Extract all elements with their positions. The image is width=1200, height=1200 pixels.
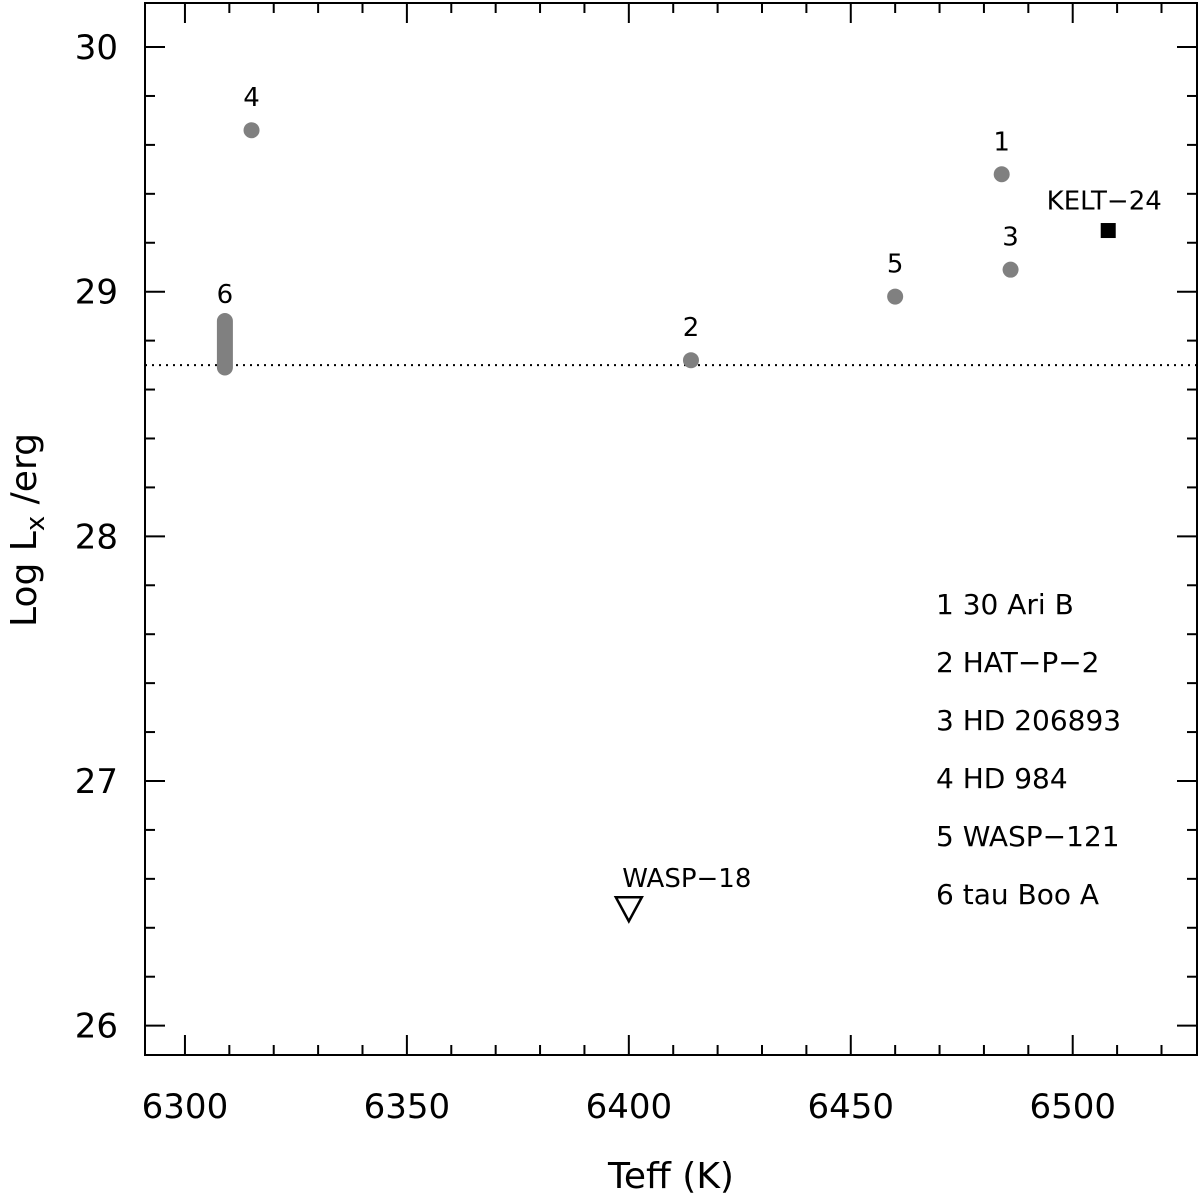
- data-point-wasp-18: [613, 895, 644, 924]
- point-label-4: 4: [243, 83, 260, 113]
- y-tick-label: 29: [75, 273, 118, 313]
- point-label-wasp-18: WASP−18: [622, 864, 751, 894]
- point-label-5: 5: [887, 250, 904, 280]
- point-label-2: 2: [683, 313, 700, 343]
- point-label-6: 6: [217, 280, 234, 310]
- data-marks: 1 2 3 4 5 6 KELT−24 WASP−18: [217, 83, 1162, 924]
- data-point-kelt-24: [1100, 223, 1116, 239]
- y-axis-label-main: Log L: [4, 531, 45, 627]
- plot-frame: [144, 2, 1198, 1056]
- x-tick-label: 6350: [364, 1087, 451, 1127]
- y-tick-label: 27: [75, 762, 118, 802]
- legend-entry: 3 HD 206893: [936, 704, 1121, 737]
- y-axis-label-unit: /erg: [4, 433, 45, 516]
- data-point-4: [243, 122, 260, 139]
- point-label-1: 1: [993, 127, 1010, 157]
- x-tick-label: 6450: [808, 1087, 895, 1127]
- y-tick-label: 30: [75, 28, 118, 68]
- data-point-1: [993, 166, 1010, 183]
- x-tick-label: 6400: [586, 1087, 673, 1127]
- y-tick-label: 26: [75, 1007, 118, 1047]
- y-axis-label: Log Lx /erg: [4, 433, 51, 627]
- legend-entry: 1 30 Ari B: [936, 588, 1074, 621]
- point-label-3: 3: [1002, 223, 1019, 253]
- legend-entry: 6 tau Boo A: [936, 878, 1099, 911]
- legend: 1 30 Ari B 2 HAT−P−2 3 HD 206893 4 HD 984 5 …: [936, 588, 1121, 911]
- y-tick-label: 28: [75, 517, 118, 557]
- data-point-3: [1002, 261, 1019, 278]
- legend-entry: 4 HD 984: [936, 762, 1068, 795]
- data-point-5: [887, 288, 904, 305]
- x-tick-label: 6300: [142, 1087, 229, 1127]
- legend-entry: 5 WASP−121: [936, 820, 1120, 853]
- legend-entry: 2 HAT−P−2: [936, 646, 1099, 679]
- axis-ticks: [145, 3, 1197, 1055]
- point-label-kelt-24: KELT−24: [1047, 187, 1162, 217]
- x-tick-label: 6500: [1029, 1087, 1116, 1127]
- data-point-2: [682, 352, 699, 369]
- x-axis-label: Teff (K): [607, 1156, 734, 1197]
- y-axis-label-subscript: x: [21, 516, 51, 531]
